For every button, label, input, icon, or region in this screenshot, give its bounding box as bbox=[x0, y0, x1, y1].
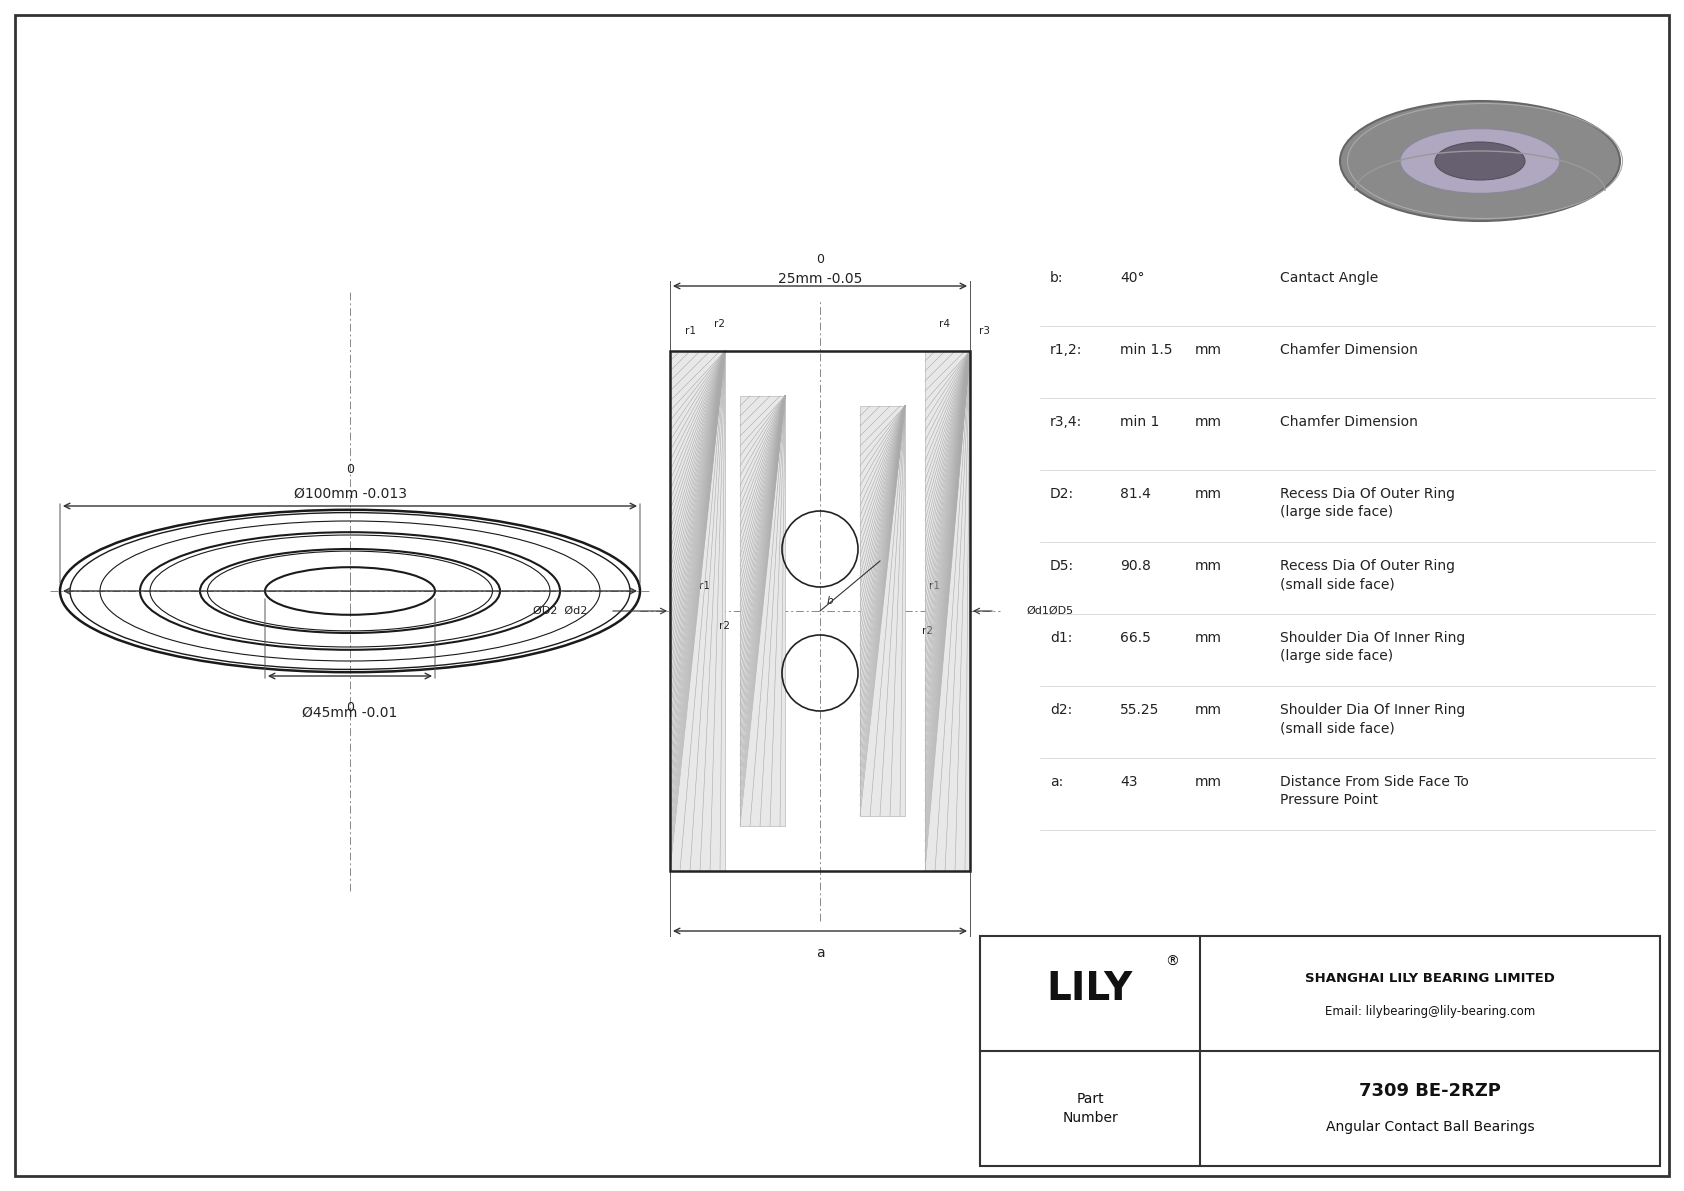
Text: 0: 0 bbox=[345, 463, 354, 476]
Text: 55.25: 55.25 bbox=[1120, 703, 1159, 717]
Text: 43: 43 bbox=[1120, 775, 1137, 788]
Text: ØD2  Ød2: ØD2 Ød2 bbox=[532, 606, 588, 616]
Text: mm: mm bbox=[1196, 631, 1223, 646]
Text: d2:: d2: bbox=[1051, 703, 1073, 717]
Text: Distance From Side Face To
Pressure Point: Distance From Side Face To Pressure Poin… bbox=[1280, 775, 1468, 807]
Ellipse shape bbox=[1399, 129, 1559, 193]
Text: r3,4:: r3,4: bbox=[1051, 414, 1083, 429]
Text: Ød1ØD5: Ød1ØD5 bbox=[1027, 606, 1074, 616]
Text: r1,2:: r1,2: bbox=[1051, 343, 1083, 357]
Text: b:: b: bbox=[1051, 272, 1064, 285]
Text: Chamfer Dimension: Chamfer Dimension bbox=[1280, 414, 1418, 429]
Bar bbox=[861, 406, 904, 816]
Text: Shoulder Dia Of Inner Ring
(small side face): Shoulder Dia Of Inner Ring (small side f… bbox=[1280, 703, 1465, 735]
Text: r1: r1 bbox=[699, 581, 711, 591]
Text: Recess Dia Of Outer Ring
(large side face): Recess Dia Of Outer Ring (large side fac… bbox=[1280, 487, 1455, 519]
Text: min 1.5: min 1.5 bbox=[1120, 343, 1172, 357]
Bar bbox=[925, 351, 970, 871]
Text: r2: r2 bbox=[714, 319, 726, 329]
Text: r3: r3 bbox=[980, 326, 990, 336]
Text: 40°: 40° bbox=[1120, 272, 1145, 285]
Text: mm: mm bbox=[1196, 775, 1223, 788]
Text: 0: 0 bbox=[817, 252, 823, 266]
Text: mm: mm bbox=[1196, 414, 1223, 429]
Text: b: b bbox=[827, 596, 834, 606]
Text: D5:: D5: bbox=[1051, 559, 1074, 573]
Bar bbox=[670, 351, 726, 871]
Text: min 1: min 1 bbox=[1120, 414, 1159, 429]
Text: LILY: LILY bbox=[1047, 969, 1133, 1008]
Text: r1: r1 bbox=[930, 581, 940, 591]
Text: Ø45mm -0.01: Ø45mm -0.01 bbox=[303, 706, 397, 721]
Text: 81.4: 81.4 bbox=[1120, 487, 1150, 501]
Text: Angular Contact Ball Bearings: Angular Contact Ball Bearings bbox=[1325, 1120, 1534, 1134]
Text: Shoulder Dia Of Inner Ring
(large side face): Shoulder Dia Of Inner Ring (large side f… bbox=[1280, 631, 1465, 663]
Bar bbox=[980, 936, 1660, 1166]
Text: 0: 0 bbox=[345, 701, 354, 713]
Text: 90.8: 90.8 bbox=[1120, 559, 1150, 573]
Text: mm: mm bbox=[1196, 559, 1223, 573]
Bar bbox=[739, 395, 785, 827]
Ellipse shape bbox=[1340, 101, 1620, 222]
Text: 66.5: 66.5 bbox=[1120, 631, 1150, 646]
Text: D2:: D2: bbox=[1051, 487, 1074, 501]
Text: mm: mm bbox=[1196, 703, 1223, 717]
Text: r2: r2 bbox=[923, 626, 933, 636]
Text: Part
Number: Part Number bbox=[1063, 1092, 1118, 1125]
Text: Email: lilybearing@lily-bearing.com: Email: lilybearing@lily-bearing.com bbox=[1325, 1005, 1536, 1018]
Text: d1:: d1: bbox=[1051, 631, 1073, 646]
Text: r1: r1 bbox=[684, 326, 695, 336]
Text: r2: r2 bbox=[719, 621, 731, 631]
Text: Ø100mm -0.013: Ø100mm -0.013 bbox=[293, 487, 406, 501]
Text: a:: a: bbox=[1051, 775, 1063, 788]
Text: Chamfer Dimension: Chamfer Dimension bbox=[1280, 343, 1418, 357]
Ellipse shape bbox=[1435, 142, 1526, 180]
Text: SHANGHAI LILY BEARING LIMITED: SHANGHAI LILY BEARING LIMITED bbox=[1305, 972, 1554, 985]
Text: mm: mm bbox=[1196, 343, 1223, 357]
Text: 25mm -0.05: 25mm -0.05 bbox=[778, 272, 862, 286]
Text: 7309 BE-2RZP: 7309 BE-2RZP bbox=[1359, 1081, 1500, 1099]
Text: ®: ® bbox=[1165, 954, 1179, 968]
Text: Cantact Angle: Cantact Angle bbox=[1280, 272, 1378, 285]
Text: r4: r4 bbox=[940, 319, 950, 329]
Bar bbox=[670, 351, 970, 871]
Text: Recess Dia Of Outer Ring
(small side face): Recess Dia Of Outer Ring (small side fac… bbox=[1280, 559, 1455, 592]
Text: mm: mm bbox=[1196, 487, 1223, 501]
Text: a: a bbox=[815, 946, 823, 960]
